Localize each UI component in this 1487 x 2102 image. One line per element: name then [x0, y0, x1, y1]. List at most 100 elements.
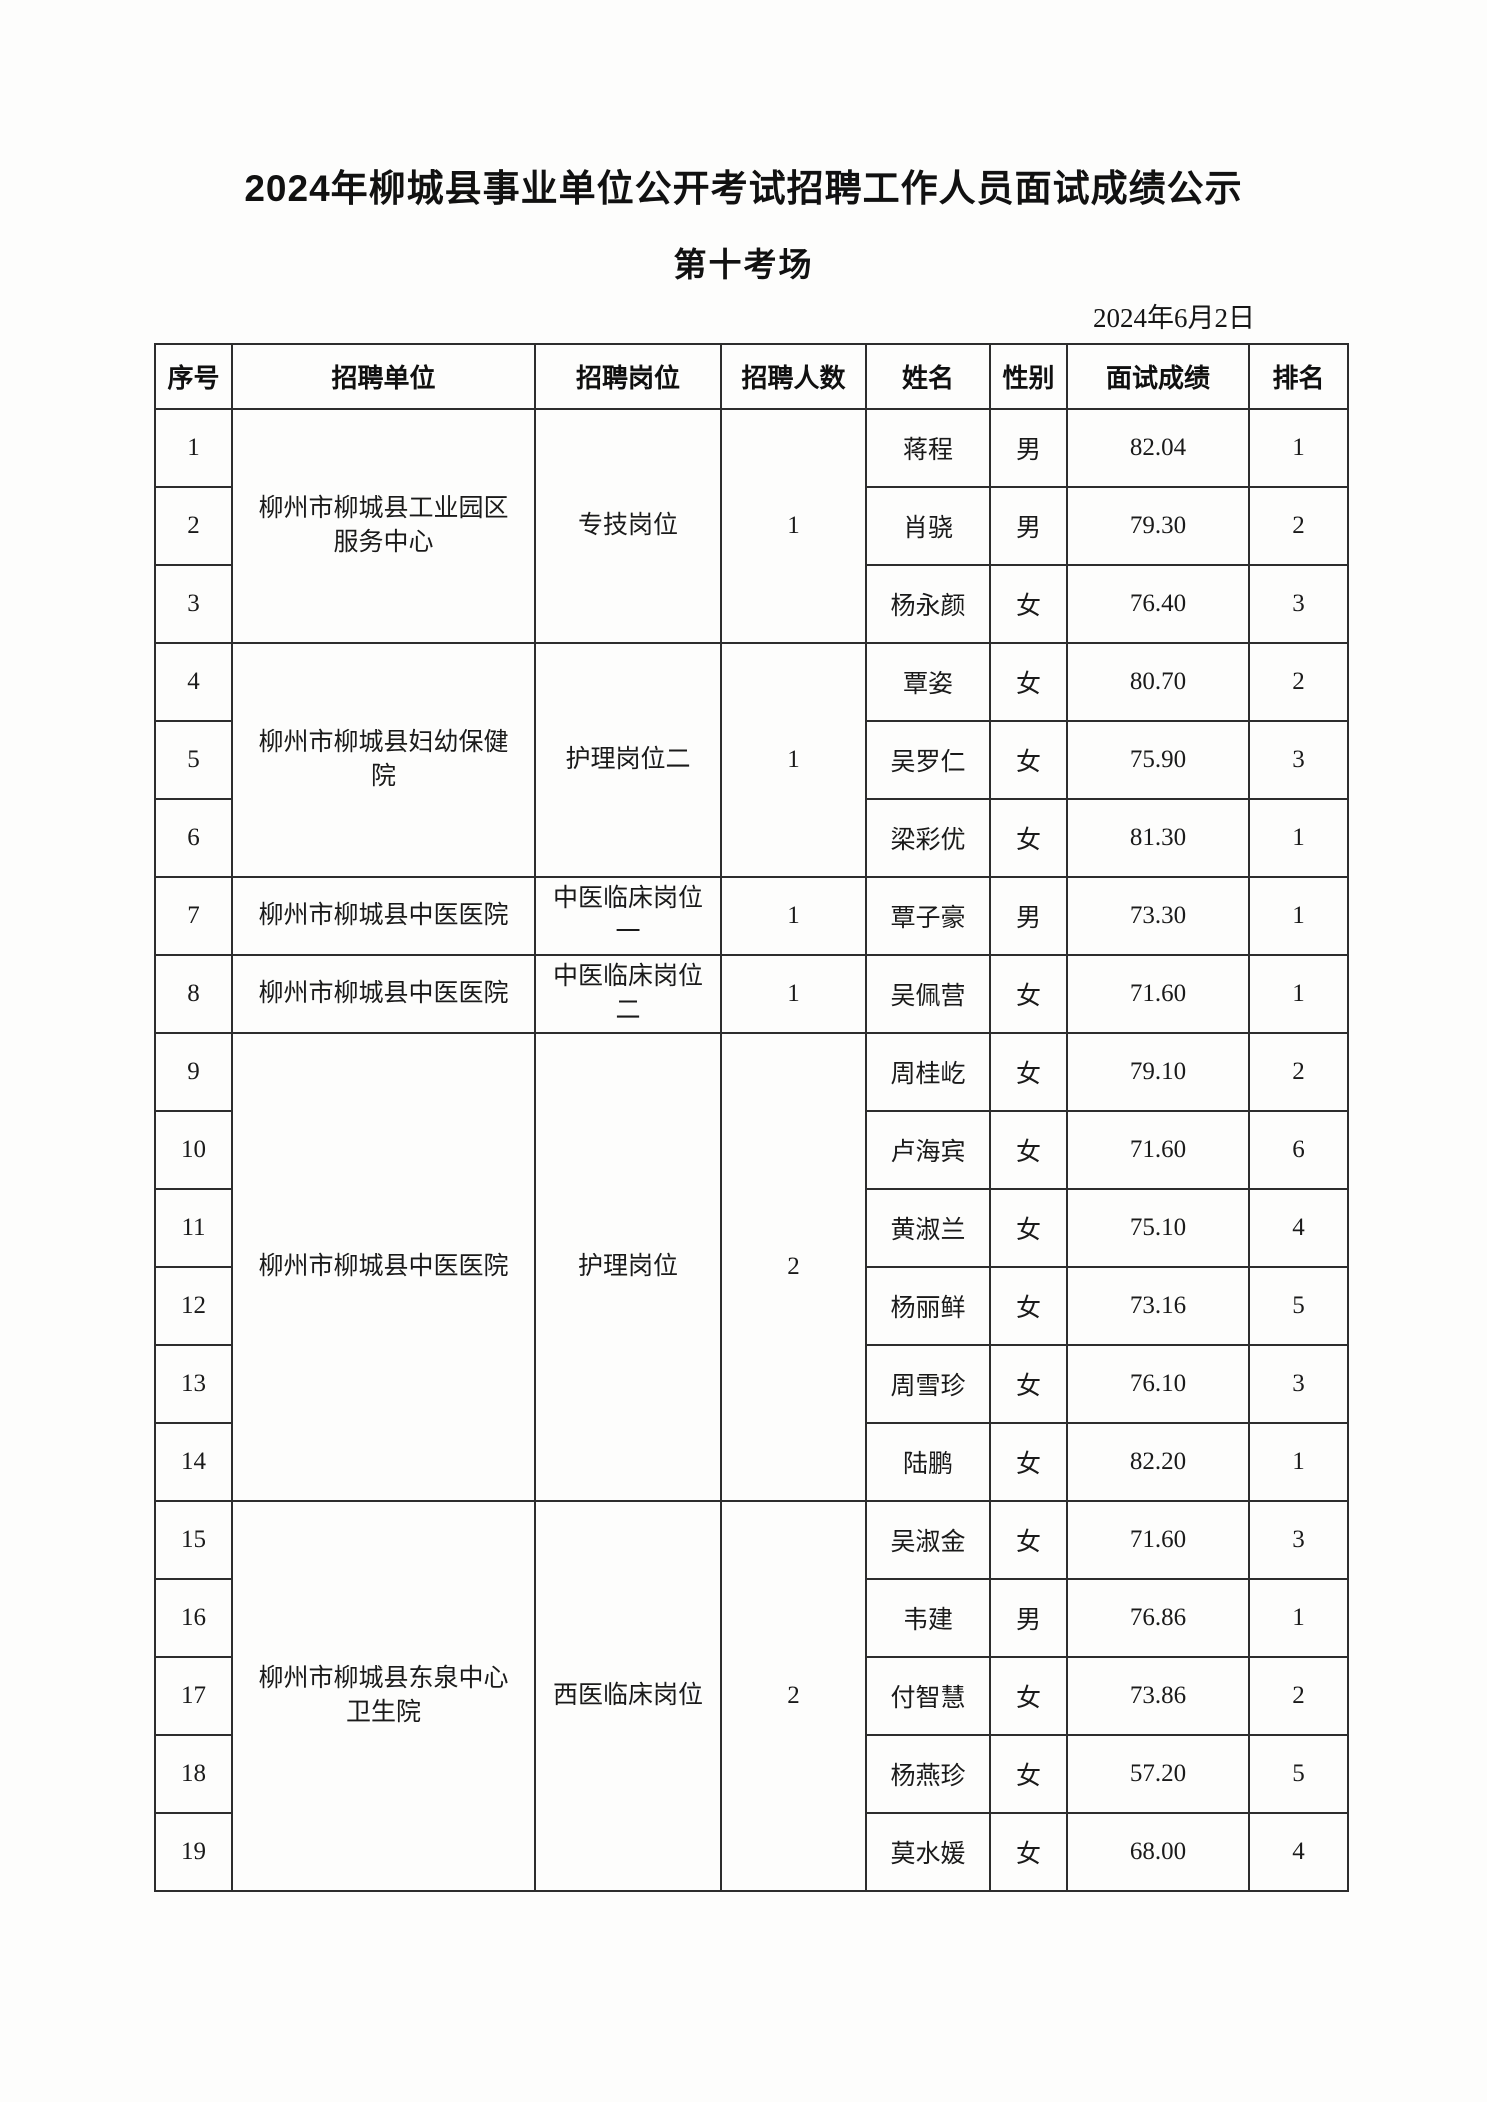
- candidate-name-cell: 肖骁: [865, 486, 991, 566]
- table-row: 18 杨燕珍女 57.20 5: [154, 1734, 1349, 1814]
- interview-score-cell: 81.30: [1066, 798, 1250, 878]
- interview-score-cell: 76.40: [1066, 564, 1250, 644]
- column-header: 姓名: [865, 343, 991, 410]
- rank-cell: 5: [1248, 1266, 1349, 1346]
- interview-score-cell: 71.60: [1066, 1110, 1250, 1190]
- candidate-name-cell: 黄淑兰: [865, 1188, 991, 1268]
- column-header: 招聘单位: [231, 343, 536, 410]
- column-header: 性别: [989, 343, 1068, 410]
- recruiting-unit-cell: 柳州市柳城县中医医院: [231, 1032, 536, 1502]
- candidate-name-cell: 吴淑金: [865, 1500, 991, 1580]
- row-number-cell: 17: [154, 1656, 233, 1736]
- table-row: 4 柳州市柳城县妇幼保健 院护理岗位二 1 覃姿女 80.70 2: [154, 642, 1349, 878]
- candidate-name-cell: 覃姿: [865, 642, 991, 722]
- interview-score-cell: 76.86: [1066, 1578, 1250, 1658]
- gender-cell: 女: [989, 1266, 1068, 1346]
- page-title: 2024年柳城县事业单位公开考试招聘工作人员面试成绩公示: [244, 168, 1243, 209]
- interview-score-cell: 73.86: [1066, 1656, 1250, 1736]
- recruiting-unit-cell: 柳州市柳城县中医医院: [231, 876, 536, 956]
- interview-score-cell: 80.70: [1066, 642, 1250, 722]
- rank-cell: 4: [1248, 1188, 1349, 1268]
- candidate-name-cell: 周桂屹: [865, 1032, 991, 1112]
- table-row: 12 杨丽鲜女 73.16 5: [154, 1266, 1349, 1346]
- gender-cell: 男: [989, 486, 1068, 566]
- gender-cell: 女: [989, 1812, 1068, 1892]
- interview-score-cell: 71.60: [1066, 1500, 1250, 1580]
- interview-score-cell: 76.10: [1066, 1344, 1250, 1424]
- rank-cell: 3: [1248, 1344, 1349, 1424]
- position-cell: 护理岗位二: [534, 642, 722, 878]
- row-number-cell: 9: [154, 1032, 233, 1112]
- row-number-cell: 11: [154, 1188, 233, 1268]
- rank-cell: 3: [1248, 564, 1349, 644]
- gender-cell: 女: [989, 1188, 1068, 1268]
- row-number-cell: 10: [154, 1110, 233, 1190]
- gender-cell: 女: [989, 642, 1068, 722]
- interview-score-cell: 73.30: [1066, 876, 1250, 956]
- position-cell: 西医临床岗位: [534, 1500, 722, 1892]
- row-number-cell: 2: [154, 486, 233, 566]
- recruiting-unit-cell: 柳州市柳城县东泉中心 卫生院: [231, 1500, 536, 1892]
- candidate-name-cell: 杨永颜: [865, 564, 991, 644]
- interview-score-cell: 57.20: [1066, 1734, 1250, 1814]
- recruiting-unit-cell: 柳州市柳城县妇幼保健 院: [231, 642, 536, 878]
- candidate-name-cell: 吴罗仁: [865, 720, 991, 800]
- position-cell: 中医临床岗位 二: [534, 954, 722, 1034]
- rank-cell: 1: [1248, 798, 1349, 878]
- column-header: 序号: [154, 343, 233, 410]
- table-row: 7 柳州市柳城县中医医院 中医临床岗位 一 1 覃子豪男 73.30 1: [154, 876, 1349, 956]
- column-header: 面试成绩: [1066, 343, 1250, 410]
- interview-results-table: 序号 招聘单位 招聘岗位 招聘人数 姓名 性别 面试成绩 排名 1 柳州市柳城县工业园区 服务中…: [154, 343, 1349, 1892]
- candidate-name-cell: 卢海宾: [865, 1110, 991, 1190]
- column-header: 招聘岗位: [534, 343, 722, 410]
- column-header: 招聘人数: [720, 343, 867, 410]
- table-row: 16 韦建男 76.86 1: [154, 1578, 1349, 1658]
- candidate-name-cell: 付智慧: [865, 1656, 991, 1736]
- interview-score-cell: 73.16: [1066, 1266, 1250, 1346]
- document-date: 2024年6月2日: [1093, 303, 1255, 333]
- rank-cell: 2: [1248, 486, 1349, 566]
- rank-cell: 1: [1248, 1578, 1349, 1658]
- table-header-row: 序号 招聘单位 招聘岗位 招聘人数 姓名 性别 面试成绩 排名: [154, 343, 1349, 410]
- table-row: 2 肖骁男 79.30 2: [154, 486, 1349, 566]
- row-number-cell: 7: [154, 876, 233, 956]
- rank-cell: 6: [1248, 1110, 1349, 1190]
- row-number-cell: 13: [154, 1344, 233, 1424]
- table-row: 8 柳州市柳城县中医医院 中医临床岗位 二 1 吴佩营女 71.60 1: [154, 954, 1349, 1034]
- rank-cell: 2: [1248, 1656, 1349, 1736]
- recruit-count-cell: 1: [720, 408, 867, 644]
- gender-cell: 女: [989, 1110, 1068, 1190]
- recruiting-unit-cell: 柳州市柳城县工业园区 服务中心: [231, 408, 536, 644]
- table-row: 10 卢海宾女 71.60 6: [154, 1110, 1349, 1190]
- rank-cell: 1: [1248, 1422, 1349, 1502]
- gender-cell: 女: [989, 954, 1068, 1034]
- table-row: 6 梁彩优女 81.30 1: [154, 798, 1349, 878]
- gender-cell: 女: [989, 1734, 1068, 1814]
- rank-cell: 2: [1248, 642, 1349, 722]
- gender-cell: 男: [989, 1578, 1068, 1658]
- rank-cell: 1: [1248, 408, 1349, 488]
- table-row: 11 黄淑兰女 75.10 4: [154, 1188, 1349, 1268]
- page-subtitle: 第十考场: [673, 246, 814, 283]
- table-row: 19 莫水媛女 68.00 4: [154, 1812, 1349, 1892]
- position-cell: 护理岗位: [534, 1032, 722, 1502]
- table-row: 3 杨永颜女 76.40 3: [154, 564, 1349, 644]
- table-row: 9 柳州市柳城县中医医院 护理岗位 2 周桂屹女 79.10 2: [154, 1032, 1349, 1502]
- interview-score-cell: 75.90: [1066, 720, 1250, 800]
- candidate-name-cell: 韦建: [865, 1578, 991, 1658]
- candidate-name-cell: 陆鹏: [865, 1422, 991, 1502]
- interview-score-cell: 79.10: [1066, 1032, 1250, 1112]
- rank-cell: 5: [1248, 1734, 1349, 1814]
- rank-cell: 1: [1248, 954, 1349, 1034]
- gender-cell: 女: [989, 564, 1068, 644]
- interview-score-cell: 79.30: [1066, 486, 1250, 566]
- interview-score-cell: 82.04: [1066, 408, 1250, 488]
- row-number-cell: 5: [154, 720, 233, 800]
- recruit-count-cell: 1: [720, 954, 867, 1034]
- row-number-cell: 15: [154, 1500, 233, 1580]
- recruit-count-cell: 2: [720, 1032, 867, 1502]
- row-number-cell: 6: [154, 798, 233, 878]
- gender-cell: 女: [989, 1656, 1068, 1736]
- gender-cell: 男: [989, 876, 1068, 956]
